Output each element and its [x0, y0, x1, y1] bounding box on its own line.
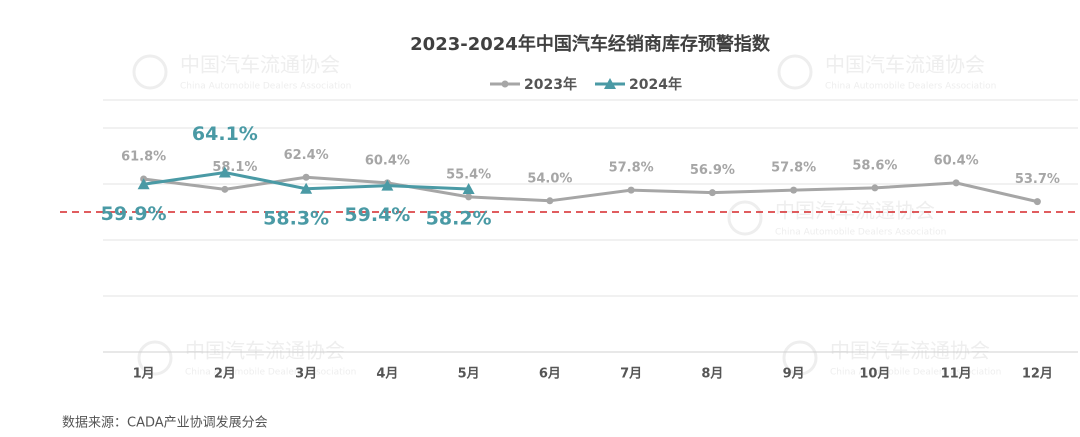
watermark-logo [132, 54, 168, 90]
watermark: 中国汽车流通协会 [775, 199, 935, 223]
legend-label: 2024年 [629, 76, 682, 93]
data-label: 64.1% [192, 123, 258, 145]
x-tick-label: 4月 [376, 367, 398, 382]
x-tick-label: 9月 [783, 367, 805, 382]
watermark: 中国汽车流通协会 [830, 339, 990, 363]
watermark-logo [782, 340, 818, 376]
data-point [137, 178, 150, 190]
x-tick-label: 12月 [1022, 367, 1053, 382]
data-point [300, 182, 313, 194]
watermark-logo [137, 340, 173, 376]
data-point [546, 197, 554, 205]
data-label: 58.3% [263, 207, 329, 229]
watermark-subtitle: China Automobile Dealers Association [825, 82, 996, 92]
data-label: 55.4% [446, 167, 491, 182]
data-label: 58.2% [426, 208, 492, 230]
data-point [302, 173, 310, 181]
watermark: 中国汽车流通协会 [825, 53, 985, 77]
chart-title: 2023-2024年中国汽车经销商库存预警指数 [410, 33, 771, 55]
data-label: 56.9% [690, 163, 735, 178]
legend-marker [501, 80, 509, 88]
data-label: 62.4% [284, 148, 329, 163]
watermark-subtitle: China Automobile Dealers Association [185, 368, 356, 378]
data-point [871, 184, 879, 192]
series-line [143, 175, 1038, 204]
data-point [790, 186, 798, 194]
x-tick-label: 10月 [859, 367, 890, 382]
legend-label: 2023年 [524, 76, 577, 93]
data-point [221, 185, 229, 193]
data-point [1033, 198, 1041, 206]
data-point [627, 186, 635, 194]
data-label: 53.7% [1015, 172, 1060, 187]
data-label: 60.4% [934, 153, 979, 168]
x-tick-label: 8月 [701, 367, 723, 382]
x-tick-label: 5月 [458, 367, 480, 382]
x-tick-label: 2月 [214, 367, 236, 382]
x-tick-label: 11月 [941, 367, 972, 382]
data-point [708, 189, 716, 197]
data-label: 59.9% [101, 203, 167, 225]
watermark: 中国汽车流通协会 [180, 53, 340, 77]
watermark: 中国汽车流通协会 [185, 339, 345, 363]
watermark-subtitle: China Automobile Dealers Association [775, 228, 946, 238]
data-label: 54.0% [527, 171, 572, 186]
data-point [218, 166, 231, 178]
data-point [381, 179, 394, 191]
x-tick-label: 6月 [539, 367, 561, 382]
source-note: 数据来源：CADA产业协调发展分会 [62, 415, 268, 431]
watermark-logo [727, 200, 763, 236]
data-label: 57.8% [771, 161, 816, 176]
watermark-subtitle: China Automobile Dealers Association [180, 82, 351, 92]
watermark-logo [777, 54, 813, 90]
legend-marker [604, 78, 616, 89]
data-point [462, 183, 475, 195]
x-tick-label: 1月 [133, 367, 155, 382]
data-label: 60.4% [365, 153, 410, 168]
watermark-subtitle: China Automobile Dealers Association [830, 368, 1001, 378]
data-label: 58.6% [852, 158, 897, 173]
data-point [465, 193, 473, 201]
data-point [952, 179, 960, 187]
data-label: 59.4% [344, 204, 410, 226]
data-label: 61.8% [121, 149, 166, 164]
x-tick-label: 7月 [620, 367, 642, 382]
x-tick-label: 3月 [295, 367, 317, 382]
data-label: 57.8% [609, 161, 654, 176]
